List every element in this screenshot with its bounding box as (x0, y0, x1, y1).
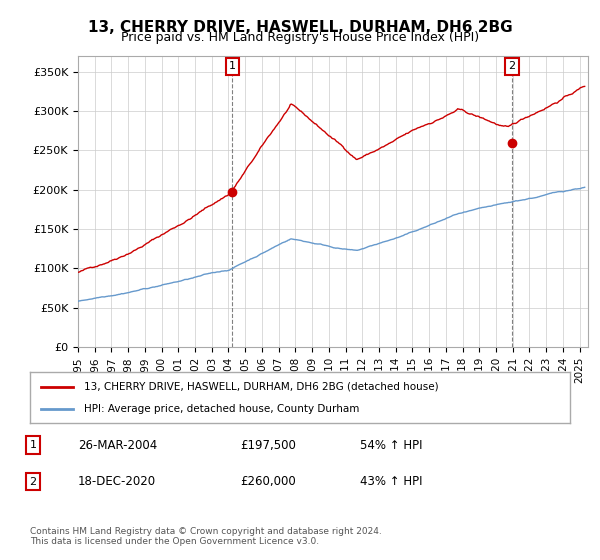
Text: £260,000: £260,000 (240, 475, 296, 488)
Text: Price paid vs. HM Land Registry's House Price Index (HPI): Price paid vs. HM Land Registry's House … (121, 31, 479, 44)
Text: 2: 2 (29, 477, 37, 487)
Text: HPI: Average price, detached house, County Durham: HPI: Average price, detached house, Coun… (84, 404, 359, 414)
Text: 18-DEC-2020: 18-DEC-2020 (78, 475, 156, 488)
Text: 13, CHERRY DRIVE, HASWELL, DURHAM, DH6 2BG: 13, CHERRY DRIVE, HASWELL, DURHAM, DH6 2… (88, 20, 512, 35)
Text: 1: 1 (229, 61, 236, 71)
Text: Contains HM Land Registry data © Crown copyright and database right 2024.
This d: Contains HM Land Registry data © Crown c… (30, 526, 382, 546)
Text: 13, CHERRY DRIVE, HASWELL, DURHAM, DH6 2BG (detached house): 13, CHERRY DRIVE, HASWELL, DURHAM, DH6 2… (84, 381, 439, 391)
Text: 43% ↑ HPI: 43% ↑ HPI (360, 475, 422, 488)
Text: £197,500: £197,500 (240, 438, 296, 452)
Text: 2: 2 (509, 61, 515, 71)
Text: 26-MAR-2004: 26-MAR-2004 (78, 438, 157, 452)
Text: 54% ↑ HPI: 54% ↑ HPI (360, 438, 422, 452)
Text: 1: 1 (29, 440, 37, 450)
